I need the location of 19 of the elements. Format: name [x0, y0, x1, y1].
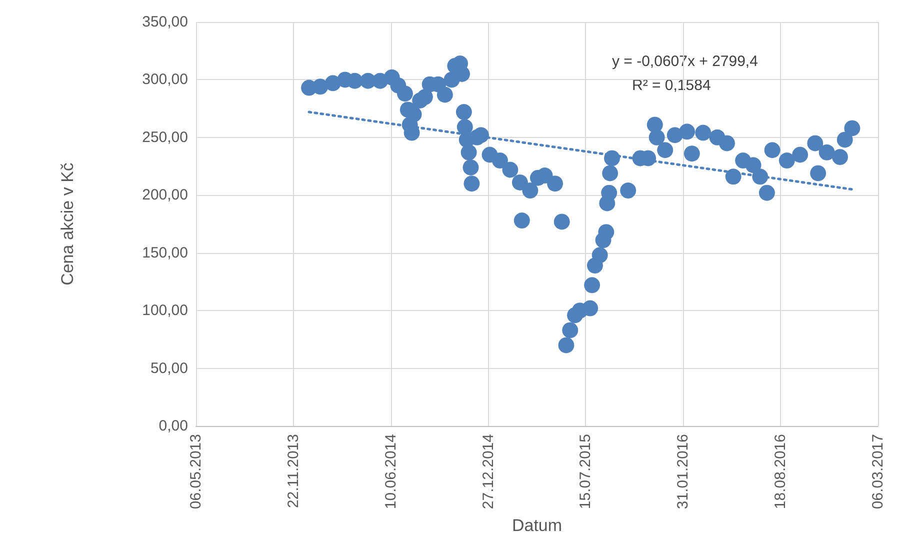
- x-tick-label: 22.11.2013: [284, 434, 302, 508]
- x-tick-label: 15.07.2015: [577, 434, 594, 510]
- y-tick-label: 350,00: [142, 14, 188, 30]
- y-tick-label: 100,00: [142, 302, 188, 320]
- y-tick-label: 150,00: [142, 244, 188, 262]
- x-tick-label: 10.06.2014: [382, 434, 400, 510]
- x-tick-label: 06.03.2017: [870, 434, 886, 510]
- y-axis-title: Cena akcie v Kč: [58, 162, 77, 286]
- y-tick-label: 0,00: [158, 418, 188, 434]
- y-tick-label: 50,00: [150, 360, 188, 377]
- x-tick-label: 31.01.2016: [674, 434, 692, 510]
- x-axis-title: Datum: [512, 516, 562, 535]
- x-tick-label: 18.08.2016: [772, 434, 790, 510]
- annotation: y = -0,0607x + 2799,4: [612, 53, 758, 70]
- x-tick-label: 27.12.2014: [480, 434, 497, 510]
- y-tick-label: 300,00: [142, 71, 188, 88]
- y-tick-label: 250,00: [142, 128, 188, 146]
- y-tick-label: 200,00: [142, 186, 188, 204]
- x-tick-label: 06.05.2013: [188, 434, 204, 510]
